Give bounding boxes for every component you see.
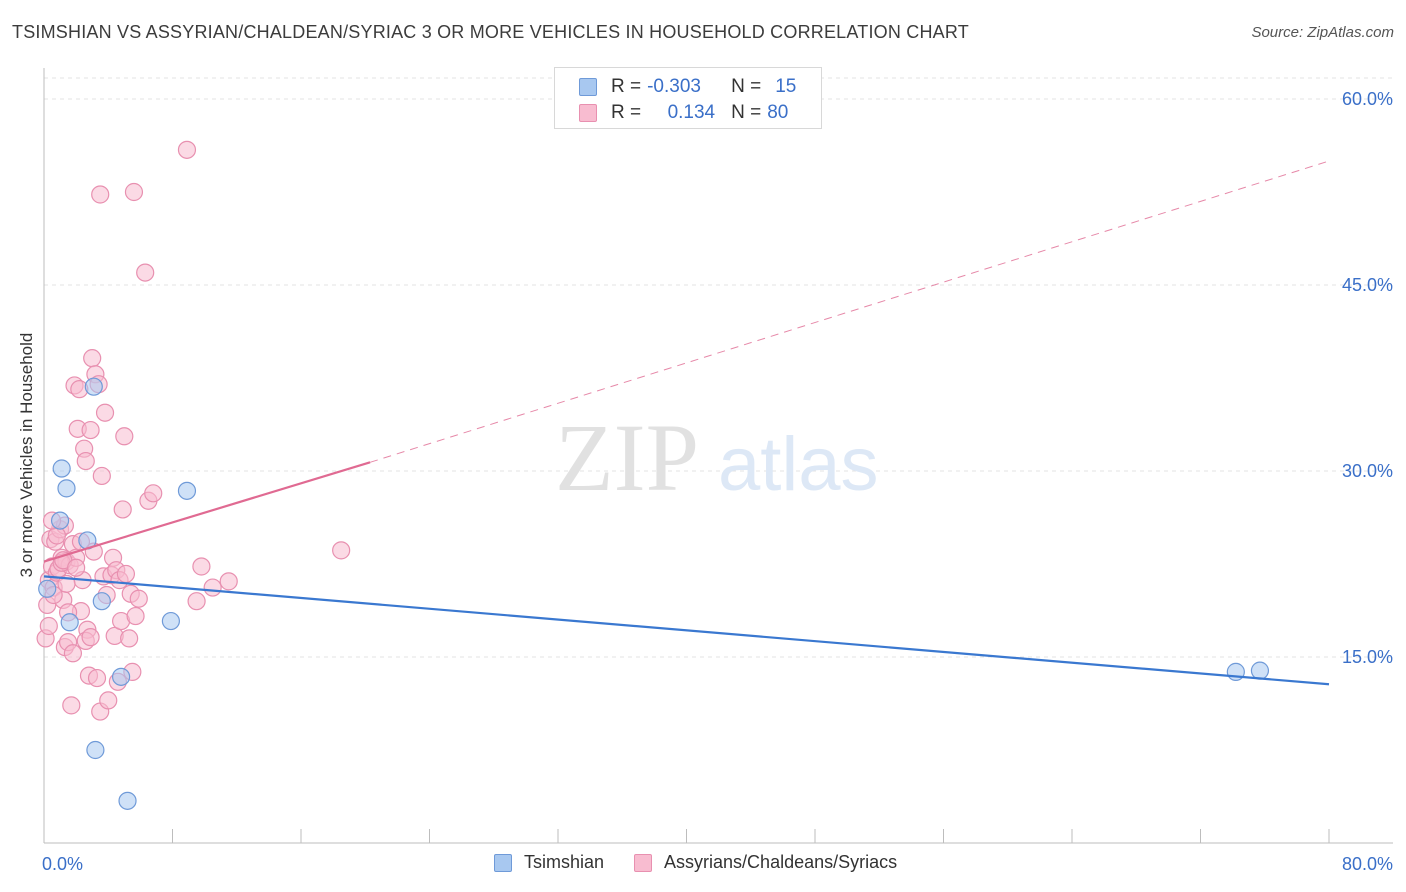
tsimshian-point-7 (86, 740, 105, 760)
assyrian-point-78 (81, 628, 100, 647)
y-tick-label-30: 30.0% (1342, 461, 1393, 481)
y-tick-label-15: 15.0% (1342, 647, 1393, 667)
assyrian-point-37 (95, 403, 115, 422)
x-tick-label-max: 80.0% (1342, 854, 1393, 874)
trend-line-assyrian (43, 461, 371, 563)
assyrian-point-59 (124, 182, 144, 202)
n-label-tsimshian: N = (731, 76, 762, 97)
x-tick-label-min: 0.0% (42, 854, 83, 874)
assyrian-point-58 (91, 185, 110, 204)
assyrian-point-28 (81, 420, 100, 440)
watermark-atlas: atlas (718, 422, 879, 507)
assyrian-point-29 (83, 349, 102, 368)
r-label-tsimshian: R = (611, 76, 642, 97)
legend-item-tsimshian[interactable]: Tsimshian (494, 852, 604, 873)
series-assyrian-points (36, 140, 351, 721)
y-tick-label-45: 45.0% (1342, 275, 1393, 295)
r-value-assyrian: 0.134 (667, 102, 716, 123)
axes (43, 68, 1393, 844)
assyrian-point-53 (126, 606, 145, 626)
tsimshian-point-2 (52, 459, 71, 478)
legend-series: Tsimshian Assyrians/Chaldeans/Syriacs (494, 852, 927, 873)
tsimshian-point-6 (84, 377, 103, 396)
trend-line-assyrian-extension (369, 160, 1330, 463)
chart-title: TSIMSHIAN VS ASSYRIAN/CHALDEAN/SYRIAC 3 … (12, 22, 969, 42)
assyrian-point-76 (67, 558, 86, 577)
legend-row-tsimshian: R = -0.303 N = 15 (579, 75, 796, 99)
watermark-zip: ZIP (555, 404, 699, 511)
n-value-tsimshian: 15 (775, 76, 797, 97)
assyrian-point-47 (113, 500, 132, 519)
y-tick-label-60: 60.0% (1342, 89, 1393, 109)
n-value-assyrian: 80 (767, 102, 789, 123)
assyrian-point-73 (63, 644, 83, 663)
assyrian-point-65 (332, 541, 351, 560)
legend-label-tsimshian: Tsimshian (524, 852, 605, 872)
n-label-assyrian: N = (731, 102, 762, 123)
source-label: Source: ZipAtlas.com (1251, 24, 1394, 41)
legend-label-assyrian: Assyrians/Chaldeans/Syriacs (664, 852, 898, 872)
r-label-assyrian: R = (611, 102, 642, 123)
tsimshian-point-0 (38, 579, 57, 598)
assyrian-point-49 (116, 564, 136, 584)
x-ticks (43, 829, 1330, 843)
assyrian-point-54 (129, 589, 148, 608)
legend-item-assyrian[interactable]: Assyrians/Chaldeans/Syriacs (634, 852, 897, 873)
y-axis-label: 3 or more Vehicles in Household (17, 332, 36, 578)
swatch-tsimshian (579, 78, 597, 96)
assyrian-point-50 (120, 629, 139, 648)
assyrian-point-66 (39, 616, 58, 636)
assyrian-point-57 (144, 484, 163, 503)
assyrian-point-55 (136, 263, 155, 282)
legend-swatch-tsimshian (494, 853, 512, 872)
tsimshian-point-3 (57, 479, 76, 498)
gridlines (44, 77, 1393, 658)
assyrian-point-32 (87, 668, 107, 688)
legend-swatch-assyrian (634, 853, 653, 872)
tsimshian-point-4 (60, 613, 79, 632)
assyrian-point-25 (76, 451, 95, 471)
assyrian-point-64 (219, 572, 238, 591)
r-value-tsimshian: -0.303 (647, 76, 701, 97)
assyrian-point-62 (192, 557, 211, 576)
tsimshian-point-11 (161, 611, 180, 631)
assyrian-point-39 (99, 691, 118, 710)
legend-row-assyrian: R = 0.134 N = 80 (579, 101, 788, 125)
assyrian-point-16 (62, 696, 81, 715)
tsimshian-point-8 (92, 592, 111, 611)
trend-line-tsimshian (43, 575, 1330, 686)
assyrian-point-48 (115, 427, 134, 446)
swatch-assyrian (579, 104, 597, 122)
assyrian-point-61 (187, 592, 206, 611)
assyrian-point-63 (203, 578, 222, 597)
tsimshian-point-12 (177, 481, 197, 500)
y-tick-labels: 15.0% 30.0% 45.0% 60.0% (1342, 89, 1393, 667)
legend-stats: R = -0.303 N = 15 R = 0.134 N = 80 (554, 67, 822, 129)
tsimshian-point-1 (50, 511, 70, 530)
tsimshian-point-9 (111, 667, 131, 686)
tsimshian-point-14 (1250, 661, 1270, 680)
tsimshian-point-10 (118, 791, 137, 810)
assyrian-point-35 (92, 466, 111, 486)
trend-lines (43, 160, 1330, 686)
assyrian-point-60 (177, 140, 197, 159)
